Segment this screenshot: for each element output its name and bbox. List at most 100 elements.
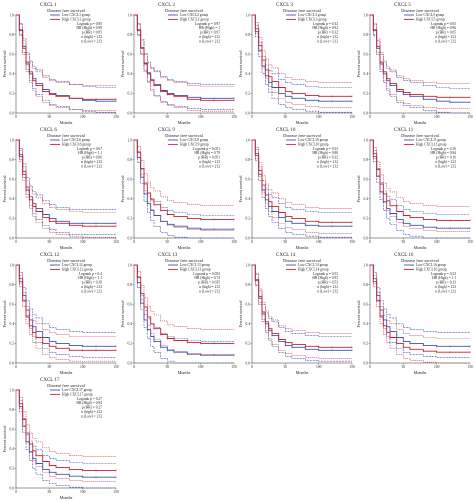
gene-label: CXCL 5 xyxy=(394,3,411,8)
x-tick-label: 0 xyxy=(15,490,17,494)
ci-lower-line xyxy=(16,389,116,482)
chart-title: Disease free survival xyxy=(165,133,203,138)
legend-entry: High CXCL11 group xyxy=(416,142,447,146)
y-tick-label: 0.0 xyxy=(364,236,369,240)
chart-title: Disease free survival xyxy=(401,133,439,138)
y-tick-label: 0.8 xyxy=(10,33,15,37)
ci-lower-line xyxy=(16,389,116,489)
survival-panel: CXCL 5 Disease free survival 0.0 0.2 0.4 0.6 0… xyxy=(356,1,474,126)
x-tick-label: 50 xyxy=(48,365,52,369)
y-tick-label: 0.0 xyxy=(364,111,369,115)
x-tick-label: 50 xyxy=(48,240,52,244)
legend-entry: High CXCL2 group xyxy=(180,17,209,21)
legend-entry: Logrank p = 0.67 xyxy=(77,147,102,151)
x-tick-label: 100 xyxy=(316,115,322,119)
gene-label: CXCL 14 xyxy=(276,253,296,258)
legend-entry: p (HR) = 0.035 xyxy=(198,281,220,285)
legend-entry: Low CXCL2 group xyxy=(180,13,208,17)
y-axis-label: Percent survival xyxy=(356,300,361,328)
legend-entry: Logrank p = 0.85 xyxy=(77,22,102,26)
legend-entry: n (Low) = 212 xyxy=(317,289,338,293)
survival-panel: CXCL 3 Disease free survival 0.0 0.2 0.4 0.6 0… xyxy=(238,1,356,126)
legend-entry: n (Low) = 212 xyxy=(81,164,102,168)
legend-entry: HR (High) = 1.1 xyxy=(78,151,102,155)
survival-series-line xyxy=(370,14,470,103)
chart-title: Disease free survival xyxy=(401,258,439,263)
chart-title: Disease free survival xyxy=(165,8,203,13)
y-tick-label: 1.0 xyxy=(246,138,251,142)
y-tick-label: 1.0 xyxy=(128,263,133,267)
x-tick-label: 100 xyxy=(316,365,322,369)
ci-upper-line xyxy=(16,139,116,213)
x-tick-label: 50 xyxy=(48,490,52,494)
gene-label: CXCL 10 xyxy=(276,128,296,133)
ci-upper-line xyxy=(252,264,352,337)
legend-entry: High CXCL13 group xyxy=(180,267,211,271)
chart-title: Disease free survival xyxy=(165,258,203,263)
y-tick-label: 0.8 xyxy=(246,33,251,37)
y-tick-label: 0.6 xyxy=(246,303,251,307)
legend-entry: p (HR) = 0.65 xyxy=(436,31,456,35)
x-tick-label: 50 xyxy=(166,115,170,119)
x-tick-label: 150 xyxy=(113,115,119,119)
y-tick-label: 0.0 xyxy=(246,361,251,365)
y-tick-label: 0.4 xyxy=(246,72,251,76)
x-axis-label: Months xyxy=(60,495,73,500)
x-tick-label: 150 xyxy=(349,115,355,119)
ci-upper-line xyxy=(370,14,470,89)
ci-upper-line xyxy=(134,139,234,206)
survival-panel: CXCL 12 Disease free survival 0.0 0.2 0.4 0.6… xyxy=(2,251,120,376)
x-tick-label: 0 xyxy=(15,365,17,369)
legend-entry: p (HR) = 0.97 xyxy=(200,31,220,35)
legend-entry: n (Low) = 212 xyxy=(199,164,220,168)
legend-entry: p (HR) = 0.38 xyxy=(82,281,102,285)
y-tick-label: 0.8 xyxy=(128,158,133,162)
y-tick-label: 0.2 xyxy=(10,92,15,96)
x-tick-label: 100 xyxy=(80,240,86,244)
legend-entry: n (high) = 212 xyxy=(435,35,456,39)
y-tick-label: 0.0 xyxy=(246,111,251,115)
x-tick-label: 50 xyxy=(402,365,406,369)
legend-entry: HR (High) = 0.98 xyxy=(76,26,102,30)
survival-series-line xyxy=(16,264,116,351)
ci-lower-line xyxy=(370,139,470,232)
x-tick-label: 150 xyxy=(113,490,119,494)
y-tick-label: 0.2 xyxy=(364,342,369,346)
chart-title: Disease free survival xyxy=(283,8,321,13)
x-tick-label: 0 xyxy=(251,240,253,244)
y-tick-label: 0.4 xyxy=(10,447,15,451)
y-tick-label: 0.2 xyxy=(10,217,15,221)
y-tick-label: 0.6 xyxy=(246,178,251,182)
legend-entry: Logrank p = 0.33 xyxy=(431,272,456,276)
x-axis-label: Months xyxy=(296,370,309,375)
legend-entry: High CXCL14 group xyxy=(298,267,329,271)
y-tick-label: 0.4 xyxy=(128,322,133,326)
y-tick-label: 1.0 xyxy=(364,138,369,142)
y-tick-label: 0.6 xyxy=(128,303,133,307)
legend-entry: Low CXCL14 group xyxy=(298,263,328,267)
legend-entry: HR (High) = 1 xyxy=(199,26,220,30)
ci-upper-line xyxy=(252,139,352,209)
y-tick-label: 0.4 xyxy=(246,322,251,326)
ci-upper-line xyxy=(16,14,116,88)
x-tick-label: 150 xyxy=(349,365,355,369)
x-tick-label: 0 xyxy=(369,115,371,119)
legend-entry: Logrank p = 0.4 xyxy=(79,272,102,276)
y-tick-label: 0.8 xyxy=(128,283,133,287)
gene-label: CXCL 11 xyxy=(394,128,414,133)
ci-lower-line xyxy=(252,264,352,362)
legend-entry: Low CXCL10 group xyxy=(298,138,328,142)
survival-panel: CXCL 16 Disease free survival 0.0 0.2 0.4 0.6… xyxy=(356,251,474,376)
legend-entry: HR (High) = 0.95 xyxy=(312,276,338,280)
x-tick-label: 150 xyxy=(231,240,237,244)
x-tick-label: 50 xyxy=(402,240,406,244)
x-axis-label: Months xyxy=(178,245,191,250)
y-tick-label: 0.0 xyxy=(364,361,369,365)
x-tick-label: 0 xyxy=(369,240,371,244)
